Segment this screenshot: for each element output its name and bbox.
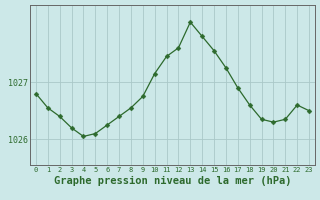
X-axis label: Graphe pression niveau de la mer (hPa): Graphe pression niveau de la mer (hPa) <box>54 176 291 186</box>
